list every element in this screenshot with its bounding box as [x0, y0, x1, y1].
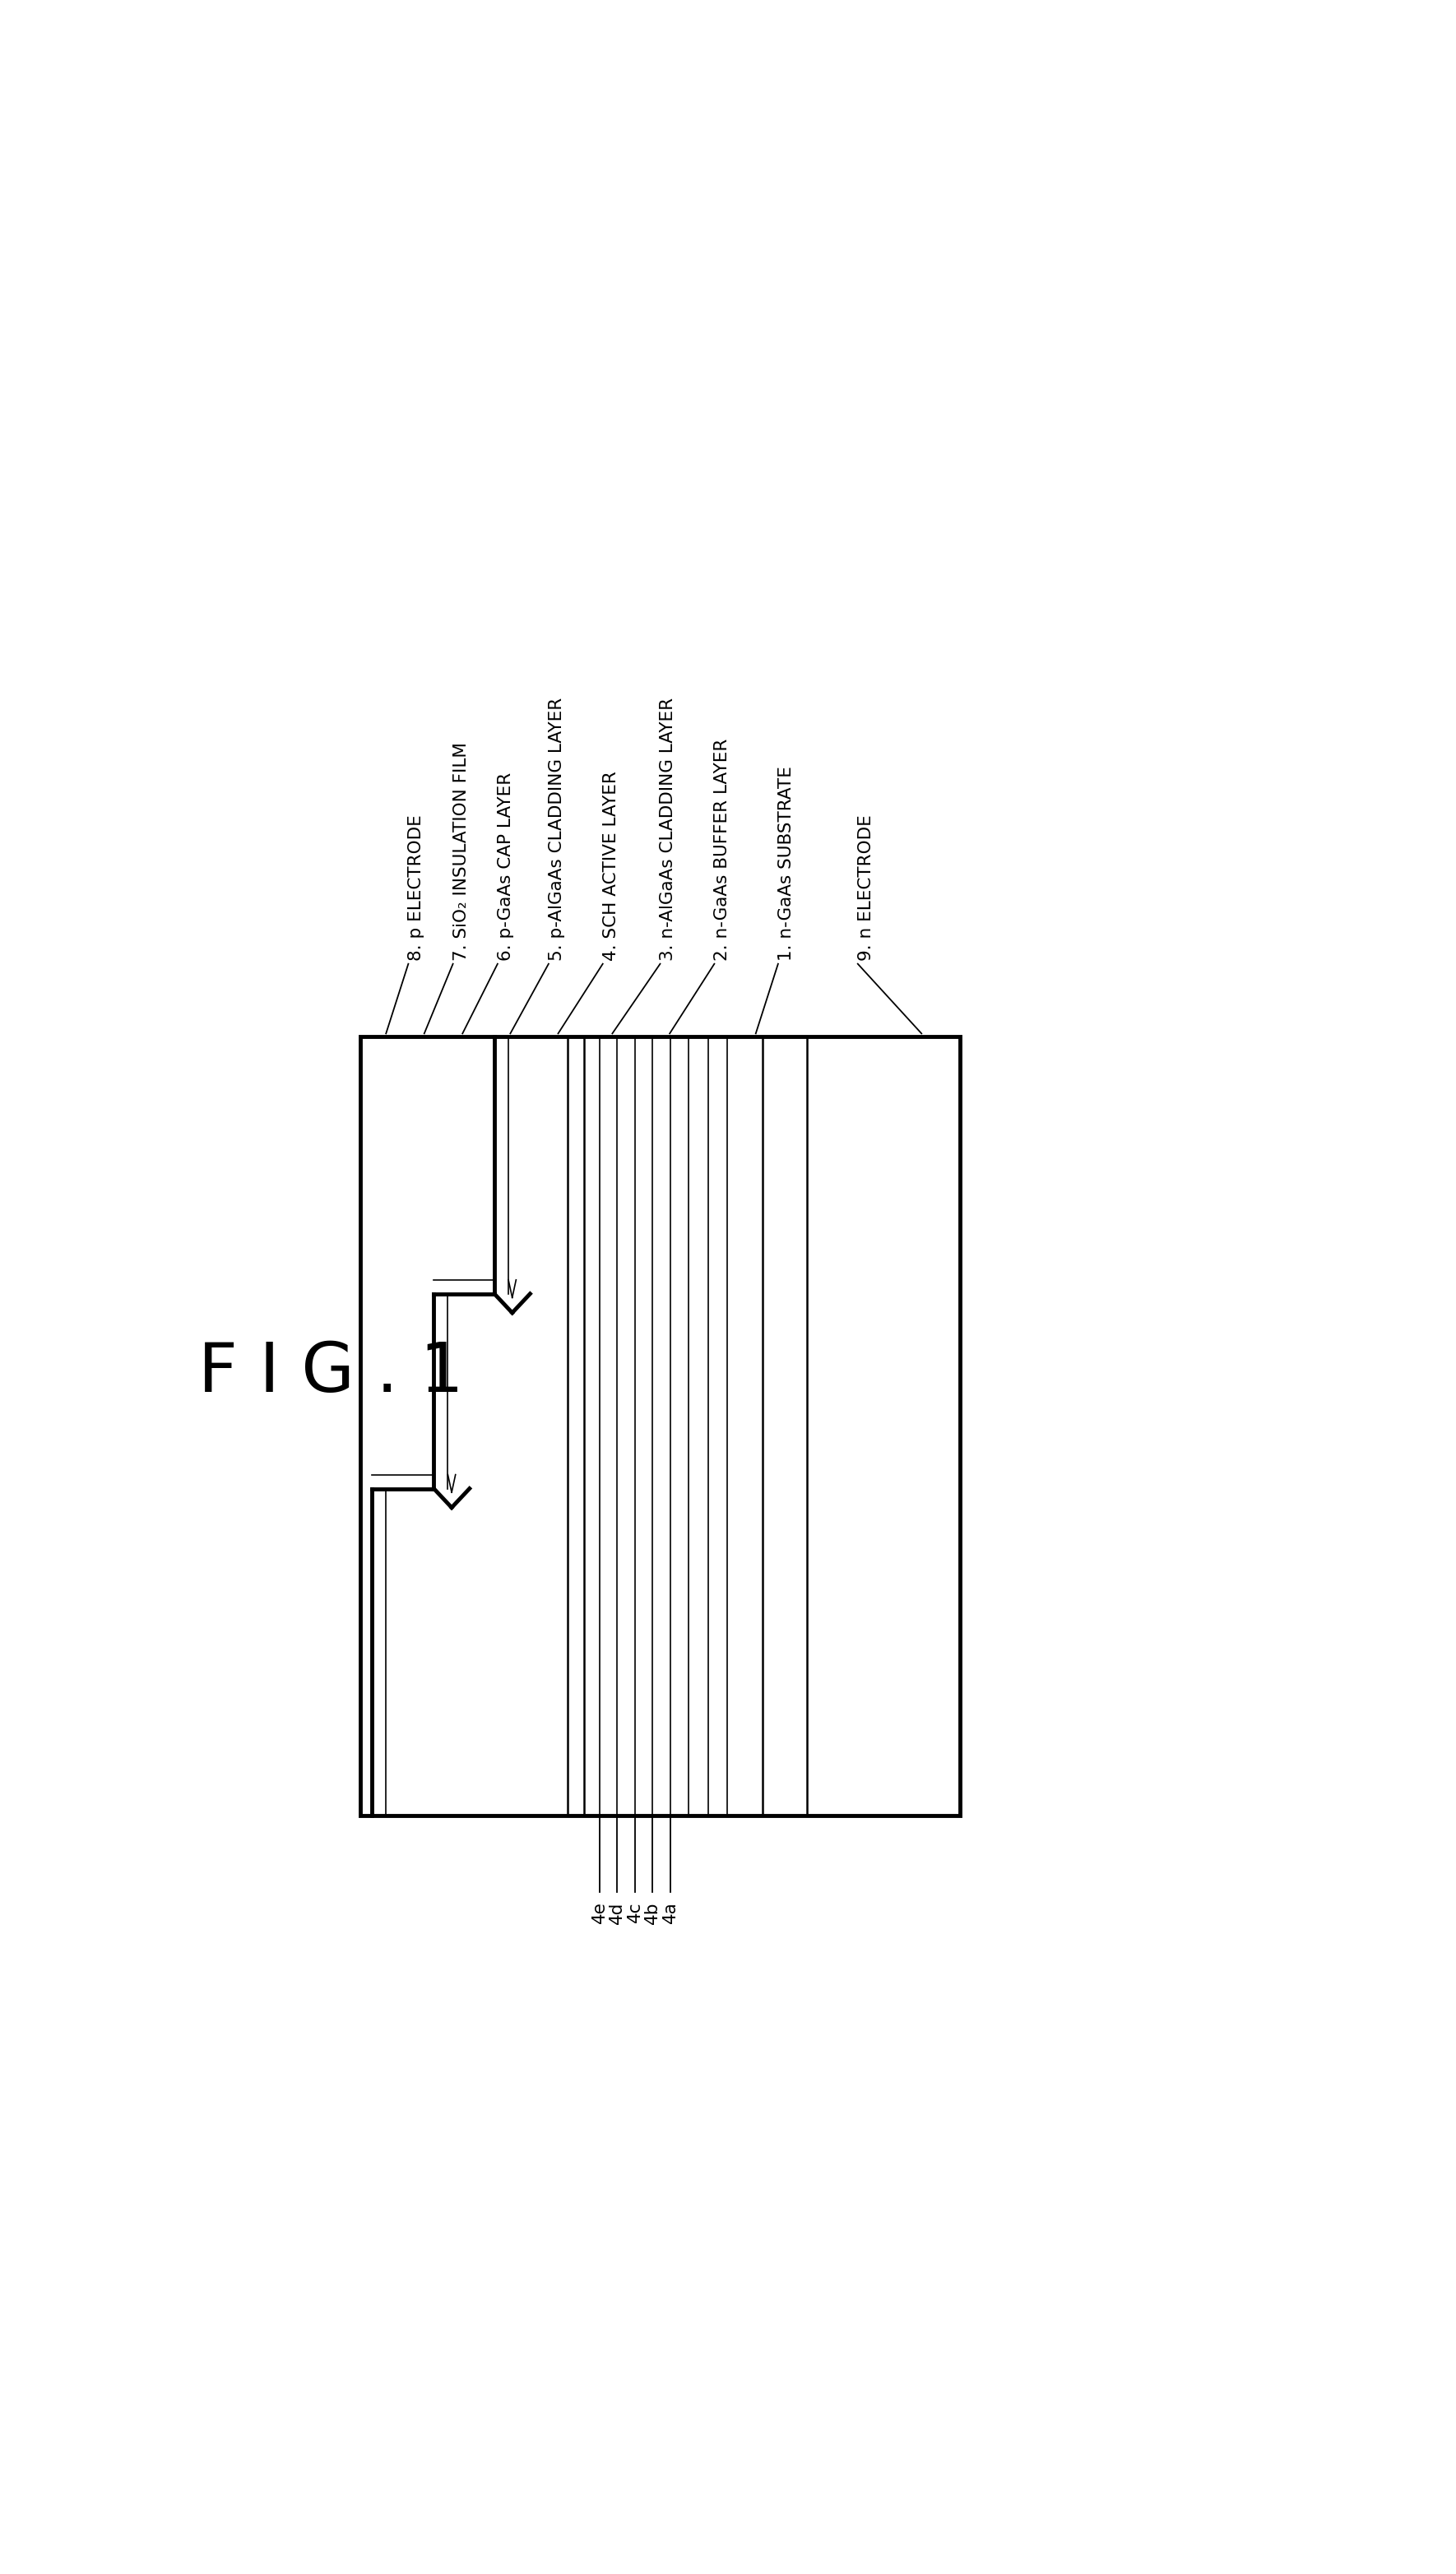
Text: 2. n-GaAs BUFFER LAYER: 2. n-GaAs BUFFER LAYER — [715, 739, 731, 960]
Text: 9. n ELECTRODE: 9. n ELECTRODE — [858, 813, 874, 960]
Text: 4a: 4a — [662, 1902, 678, 1923]
Text: 5. p-AlGaAs CLADDING LAYER: 5. p-AlGaAs CLADDING LAYER — [549, 698, 565, 960]
Bar — [361, 1037, 960, 1815]
Text: 4c: 4c — [626, 1902, 644, 1923]
Text: 4. SCH ACTIVE LAYER: 4. SCH ACTIVE LAYER — [603, 770, 619, 960]
Text: 1. n-GaAs SUBSTRATE: 1. n-GaAs SUBSTRATE — [778, 767, 795, 960]
Text: 6. p-GaAs CAP LAYER: 6. p-GaAs CAP LAYER — [498, 772, 514, 960]
Text: F I G . 1: F I G . 1 — [198, 1338, 463, 1405]
Text: 3. n-AlGaAs CLADDING LAYER: 3. n-AlGaAs CLADDING LAYER — [660, 698, 677, 960]
Text: 4b: 4b — [644, 1902, 661, 1923]
Text: 4e: 4e — [591, 1902, 607, 1923]
Text: 4d: 4d — [609, 1902, 625, 1923]
Text: 7. SiO₂ INSULATION FILM: 7. SiO₂ INSULATION FILM — [453, 741, 469, 960]
Text: 8. p ELECTRODE: 8. p ELECTRODE — [408, 813, 425, 960]
